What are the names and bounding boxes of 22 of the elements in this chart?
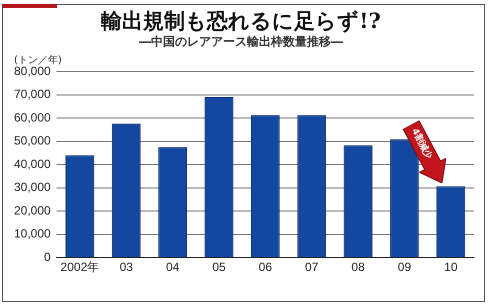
y-tick-label: 10,000 xyxy=(14,226,52,241)
annotation: 4割減少 xyxy=(408,126,434,162)
x-tick-label: 09 xyxy=(398,260,412,274)
y-tick-label: 0 xyxy=(44,250,52,264)
chart-subtitle: ―中国のレアアース輸出枠数量推移― xyxy=(139,34,343,49)
y-axis-title: (トン／年) xyxy=(14,54,62,66)
y-tick-label: 40,000 xyxy=(14,156,52,171)
chart-title: 輸出規制も恐れるに足らず!? xyxy=(100,8,381,34)
y-tick-label: 20,000 xyxy=(14,203,52,218)
y-tick-label: 50,000 xyxy=(14,134,52,148)
x-tick-label: 10 xyxy=(444,260,458,274)
x-tick-label: 08 xyxy=(351,260,366,274)
y-tick-label: 70,000 xyxy=(14,87,52,102)
y-tick-label: 80,000 xyxy=(14,64,52,78)
x-tick-label: 07 xyxy=(305,260,319,274)
x-tick-label: 03 xyxy=(120,260,134,274)
x-tick-label: 06 xyxy=(258,260,272,274)
x-tick-label: 04 xyxy=(166,260,180,274)
y-tick-label: 60,000 xyxy=(14,110,52,124)
y-tick-label: 30,000 xyxy=(14,180,52,194)
x-tick-label: 05 xyxy=(212,260,226,274)
x-tick-label: 2002年 xyxy=(60,260,100,274)
